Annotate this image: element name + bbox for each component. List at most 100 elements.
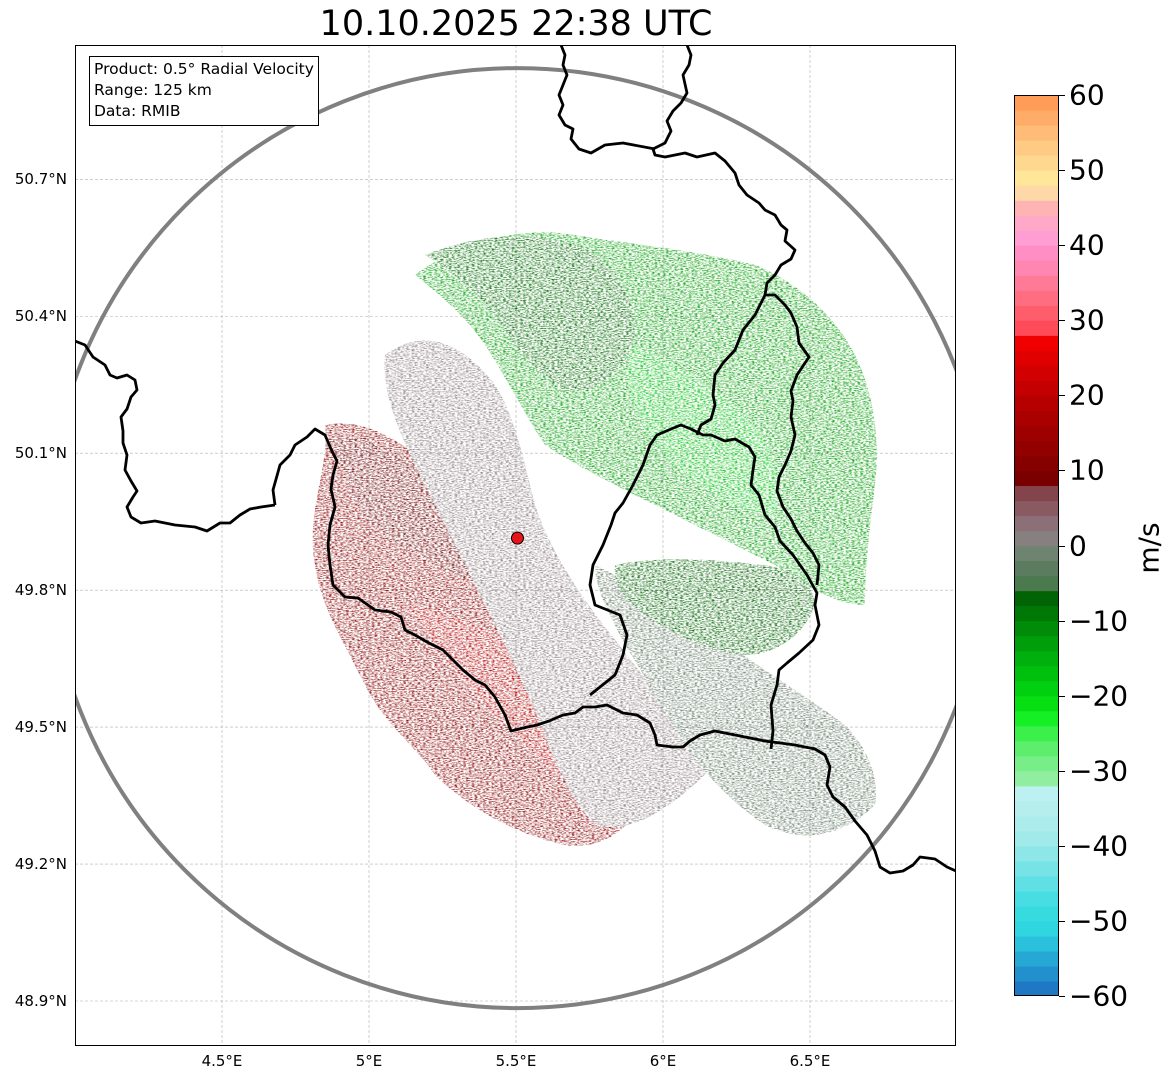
colorbar-tick-mark (1059, 770, 1065, 772)
colorbar-swatch (1015, 590, 1058, 607)
product-info-box: Product: 0.5° Radial Velocity Range: 125… (89, 56, 319, 126)
country-borders (75, 45, 956, 875)
lat-tick-label: 49.8°N (14, 581, 67, 600)
colorbar-swatch (1015, 200, 1058, 216)
colorbar-swatch (1015, 650, 1058, 667)
colorbar-swatch (1015, 755, 1058, 772)
colorbar-swatch (1015, 620, 1058, 637)
range-label: Range: 125 km (94, 81, 212, 99)
map-frame-border (75, 45, 956, 1046)
border-belgium-france-west (75, 339, 276, 533)
echo-inbound-darkgreen-east (614, 559, 815, 655)
radar-map-canvas[interactable] (75, 45, 956, 1046)
echo-zero-greygreen-band (595, 565, 876, 836)
colorbar-swatch (1015, 695, 1058, 712)
colorbar-swatch (1015, 380, 1058, 396)
colorbar-tick-mark (1059, 395, 1065, 397)
data-source-label: Data: RMIB (94, 102, 181, 120)
colorbar-unit-label: m/s (1132, 522, 1166, 574)
lat-tick-label: 50.1°N (14, 444, 67, 463)
colorbar-tick-mark (1059, 320, 1065, 322)
colorbar-tick-label: −20 (1069, 679, 1129, 713)
colorbar-tick-mark (1059, 470, 1065, 472)
colorbar-swatch (1015, 125, 1058, 141)
colorbar-swatch (1015, 230, 1058, 246)
colorbar-swatch (1015, 785, 1058, 802)
colorbar-swatch (1015, 155, 1058, 171)
lat-tick-label: 48.9°N (14, 992, 67, 1010)
colorbar-tick-mark (1059, 695, 1065, 697)
colorbar-swatch (1015, 665, 1058, 682)
colorbar-tick-mark (1059, 845, 1065, 847)
colorbar-swatch (1015, 725, 1058, 742)
echo-inbound-brightgreen-east (627, 345, 779, 515)
colorbar-swatch (1015, 455, 1058, 472)
echo-outbound-brightred-band (405, 605, 595, 795)
colorbar-tick-label: 30 (1069, 303, 1105, 337)
colorbar-swatch (1015, 110, 1058, 126)
radar-site-marker[interactable] (510, 531, 524, 545)
colorbar-swatch (1015, 260, 1058, 276)
lat-tick-label: 50.7°N (14, 170, 67, 189)
colorbar-swatch (1015, 680, 1058, 697)
colorbar-swatch (1015, 440, 1058, 456)
colorbar-swatch (1015, 920, 1058, 937)
colorbar-tick-mark (1059, 170, 1065, 172)
velocity-echo-field (312, 232, 877, 846)
colorbar-tick-label: −50 (1069, 904, 1129, 938)
colorbar-swatch (1015, 980, 1058, 997)
radar-range-ring (75, 66, 956, 1010)
colorbar-swatch (1015, 875, 1058, 892)
border-netherlands-germany (557, 45, 656, 155)
colorbar-swatches (1015, 95, 1058, 997)
colorbar-swatch (1015, 170, 1058, 186)
border-germany-belgium (651, 45, 797, 436)
colorbar-swatch (1015, 290, 1058, 306)
colorbar-swatch (1015, 545, 1058, 562)
colorbar-swatch (1015, 575, 1058, 592)
colorbar-swatch (1015, 365, 1058, 381)
colorbar-swatch (1015, 275, 1058, 291)
colorbar-swatch (1015, 185, 1058, 201)
colorbar-swatch (1015, 635, 1058, 652)
colorbar-swatch (1015, 485, 1058, 502)
colorbar-swatch (1015, 890, 1058, 907)
radar-map[interactable] (75, 45, 956, 1046)
colorbar-tick-label: 50 (1069, 153, 1105, 187)
velocity-colorbar (1014, 95, 1059, 997)
colorbar-tick-mark (1059, 545, 1065, 547)
colorbar-swatch (1015, 515, 1058, 532)
lat-tick-label: 49.5°N (14, 718, 67, 737)
colorbar-swatch (1015, 425, 1058, 441)
colorbar-swatch (1015, 95, 1058, 111)
colorbar-swatch (1015, 320, 1058, 336)
lon-tick-label: 4.5°E (201, 1052, 243, 1070)
colorbar-swatch (1015, 530, 1058, 547)
colorbar-tick-mark (1059, 620, 1065, 622)
colorbar-swatch (1015, 500, 1058, 517)
colorbar-swatch (1015, 965, 1058, 982)
lat-tick-label: 49.2°N (14, 855, 67, 874)
echo-zero-grey-band (384, 340, 715, 827)
colorbar-swatch (1015, 335, 1058, 351)
colorbar-tick-mark (1059, 996, 1065, 997)
border-belgium-france-ardennes (271, 427, 956, 875)
colorbar-swatch (1015, 950, 1058, 967)
colorbar-swatch (1015, 215, 1058, 231)
colorbar-swatch (1015, 350, 1058, 366)
lon-tick-label: 6°E (649, 1052, 677, 1070)
echo-inbound-darkgreen-core (425, 236, 635, 391)
colorbar-swatch (1015, 560, 1058, 577)
colorbar-tick-label: −10 (1069, 604, 1129, 638)
colorbar-swatch (1015, 845, 1058, 862)
colorbar-swatch (1015, 410, 1058, 426)
colorbar-swatch (1015, 710, 1058, 727)
border-germany-luxembourg-east (765, 293, 821, 586)
colorbar-tick-label: −40 (1069, 829, 1129, 863)
colorbar-swatch (1015, 395, 1058, 411)
colorbar-tick-label: −60 (1069, 979, 1129, 1013)
lon-tick-label: 5.5°E (495, 1052, 537, 1070)
colorbar-tick-label: 60 (1069, 78, 1105, 112)
colorbar-swatch (1015, 740, 1058, 757)
colorbar-tick-label: 20 (1069, 378, 1105, 412)
